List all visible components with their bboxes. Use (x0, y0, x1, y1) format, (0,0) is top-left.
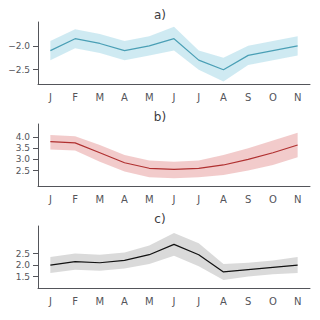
svg-text:a): a) (154, 8, 166, 22)
svg-text:M: M (95, 194, 104, 205)
svg-text:2.5: 2.5 (16, 166, 30, 176)
svg-text:A: A (121, 296, 128, 307)
svg-text:2.5: 2.5 (16, 249, 30, 259)
svg-text:4.0: 4.0 (16, 132, 31, 142)
svg-text:J: J (196, 194, 200, 205)
svg-text:J: J (172, 194, 176, 205)
svg-text:2.0: 2.0 (16, 260, 31, 270)
svg-text:b): b) (154, 110, 166, 124)
svg-text:M: M (95, 92, 104, 103)
svg-text:3.0: 3.0 (16, 154, 31, 164)
svg-text:M: M (145, 194, 154, 205)
svg-text:c): c) (154, 212, 165, 226)
svg-text:−2.5: −2.5 (8, 65, 30, 75)
svg-text:J: J (196, 296, 200, 307)
svg-text:O: O (269, 92, 277, 103)
svg-text:A: A (121, 92, 128, 103)
svg-text:N: N (294, 296, 301, 307)
svg-text:M: M (145, 92, 154, 103)
svg-text:S: S (245, 92, 251, 103)
svg-text:F: F (72, 92, 78, 103)
svg-text:J: J (172, 296, 176, 307)
svg-text:M: M (95, 296, 104, 307)
svg-text:F: F (72, 194, 78, 205)
svg-text:M: M (145, 296, 154, 307)
svg-text:O: O (269, 194, 277, 205)
svg-text:N: N (294, 92, 301, 103)
svg-text:−2.0: −2.0 (8, 41, 30, 51)
svg-text:F: F (72, 296, 78, 307)
svg-text:S: S (245, 194, 251, 205)
svg-text:O: O (269, 296, 277, 307)
svg-text:J: J (48, 296, 52, 307)
svg-text:A: A (220, 296, 227, 307)
svg-text:J: J (48, 194, 52, 205)
svg-text:1.5: 1.5 (16, 272, 30, 282)
svg-text:A: A (220, 194, 227, 205)
svg-text:S: S (245, 296, 251, 307)
svg-text:N: N (294, 194, 301, 205)
svg-text:A: A (220, 92, 227, 103)
svg-text:A: A (121, 194, 128, 205)
svg-text:J: J (172, 92, 176, 103)
svg-text:J: J (48, 92, 52, 103)
svg-text:J: J (196, 92, 200, 103)
svg-text:3.5: 3.5 (16, 143, 30, 153)
